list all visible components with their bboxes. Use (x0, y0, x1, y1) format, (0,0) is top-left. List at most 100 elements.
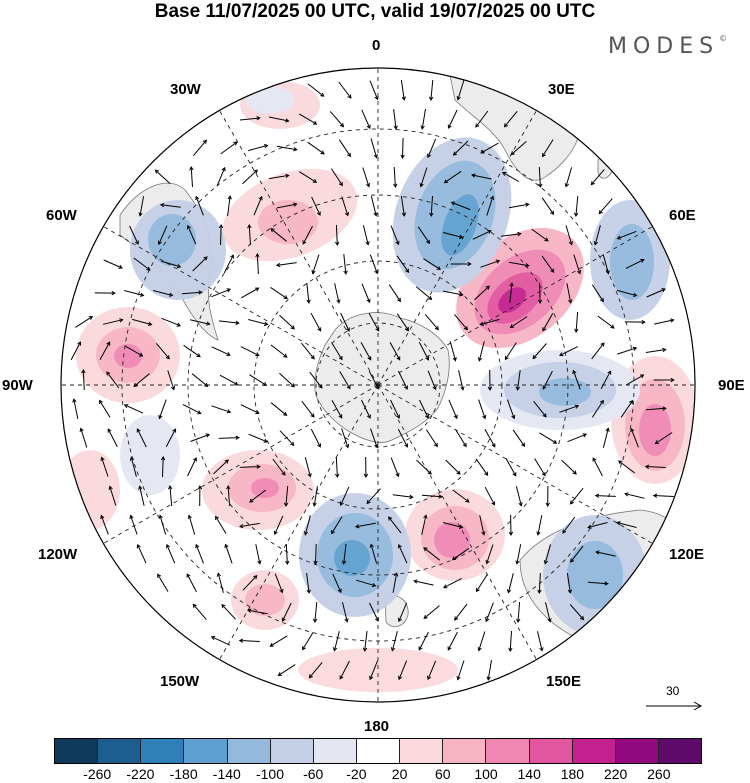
wind-vector-head (503, 123, 508, 128)
wind-vector (413, 580, 434, 586)
wind-vector-head (230, 254, 234, 259)
wind-vector-head (189, 165, 194, 171)
wind-vector-head (600, 342, 605, 347)
wind-vector-head (269, 642, 274, 647)
wind-vector (427, 370, 437, 390)
wind-vector (575, 195, 579, 217)
wind-vector-head (576, 269, 582, 275)
wind-vector (157, 574, 169, 592)
wind-vector (270, 344, 288, 358)
wind-vector-head (475, 123, 480, 128)
wind-vector (570, 545, 584, 563)
wind-vector-head (427, 153, 432, 159)
wind-vector-head (176, 322, 182, 327)
wind-vector (220, 224, 222, 246)
wind-vector-head (436, 266, 442, 270)
wind-vector-head (224, 459, 229, 464)
wind-vector (478, 399, 486, 419)
wind-vector (268, 116, 289, 122)
wind-vector-head (147, 321, 153, 326)
wind-vector (587, 522, 608, 528)
wind-vector-head (456, 470, 461, 475)
wind-vector-head (108, 485, 113, 491)
wind-vector (309, 661, 323, 679)
wind-vector (517, 601, 521, 623)
wind-vector (645, 349, 666, 353)
wind-vector (253, 196, 263, 216)
wind-vector-head (310, 413, 315, 418)
wind-vector-head (487, 386, 493, 392)
wind-vector-head (542, 327, 547, 332)
wind-vector-head (129, 514, 134, 520)
wind-vector (430, 195, 433, 217)
wind-vector-head (395, 240, 400, 246)
wind-vector (444, 170, 462, 184)
wind-vector-head (334, 473, 340, 479)
wind-vector-head (517, 231, 522, 237)
wind-vector (330, 168, 343, 186)
wind-vector-head (284, 560, 290, 566)
wind-vector-head (186, 573, 191, 578)
wind-vector (573, 254, 581, 274)
wind-vector (591, 284, 604, 302)
wind-vector (139, 486, 145, 506)
wind-vector (423, 258, 441, 270)
wind-vector (602, 428, 609, 448)
wind-vector-head (428, 96, 434, 102)
wind-vector-head (255, 252, 260, 258)
wind-vector (333, 631, 340, 651)
wind-vector-head (332, 647, 338, 652)
lon-label-0: 0 (372, 37, 381, 54)
wind-vector-head (592, 457, 597, 462)
wind-vector-head (552, 439, 558, 444)
wind-vector-head (277, 672, 282, 676)
wind-vector (339, 371, 351, 389)
wind-vector (301, 400, 315, 418)
wind-vector-head (405, 268, 410, 274)
wind-vector (342, 602, 348, 622)
wind-vector-head (290, 441, 295, 447)
wind-vector-head (206, 321, 211, 326)
wind-vector (533, 400, 547, 418)
wind-vector-head (508, 647, 513, 653)
wind-vector-head (463, 326, 468, 331)
wind-vector-head (293, 147, 298, 152)
wind-vector-head (79, 427, 84, 433)
colorbar-tick-label: -100 (255, 766, 285, 782)
wind-vector-head (542, 413, 547, 418)
lon-label-30w: 30W (170, 81, 201, 98)
wind-vector-head (226, 352, 231, 356)
wind-vector-head (460, 386, 465, 391)
wind-vector-head (572, 369, 577, 375)
wind-vector-head (590, 181, 595, 186)
wind-vector-head (106, 341, 111, 346)
wind-vector (362, 225, 369, 245)
wind-vector-head (393, 183, 398, 189)
wind-vector-head (157, 240, 162, 246)
wind-vector (285, 485, 289, 507)
wind-vector-head (366, 414, 371, 419)
wind-vector-head (273, 530, 278, 535)
wind-vector (368, 370, 379, 390)
wind-vector (99, 400, 111, 418)
wind-vector (537, 631, 543, 651)
wind-vector-head (204, 382, 209, 387)
wind-vector-head (418, 646, 423, 651)
lon-label-150w: 150W (160, 673, 200, 690)
wind-vector-head (307, 473, 312, 478)
wind-vector-head (477, 357, 483, 362)
wind-vector (544, 544, 551, 564)
wind-vector-head (504, 355, 509, 361)
colorbar-cell (400, 739, 444, 763)
wind-vector-head (427, 295, 433, 301)
wind-vector-head (450, 201, 456, 206)
wind-vector (137, 544, 147, 564)
wind-vector (602, 254, 609, 274)
wind-vector (510, 141, 527, 155)
wind-vector-head (447, 124, 452, 129)
wind-vector-head (579, 615, 585, 621)
wind-vector (343, 254, 347, 274)
colorbar-tick-label: 180 (560, 766, 585, 782)
wind-vector-head (234, 381, 239, 386)
wind-vector (335, 224, 338, 246)
